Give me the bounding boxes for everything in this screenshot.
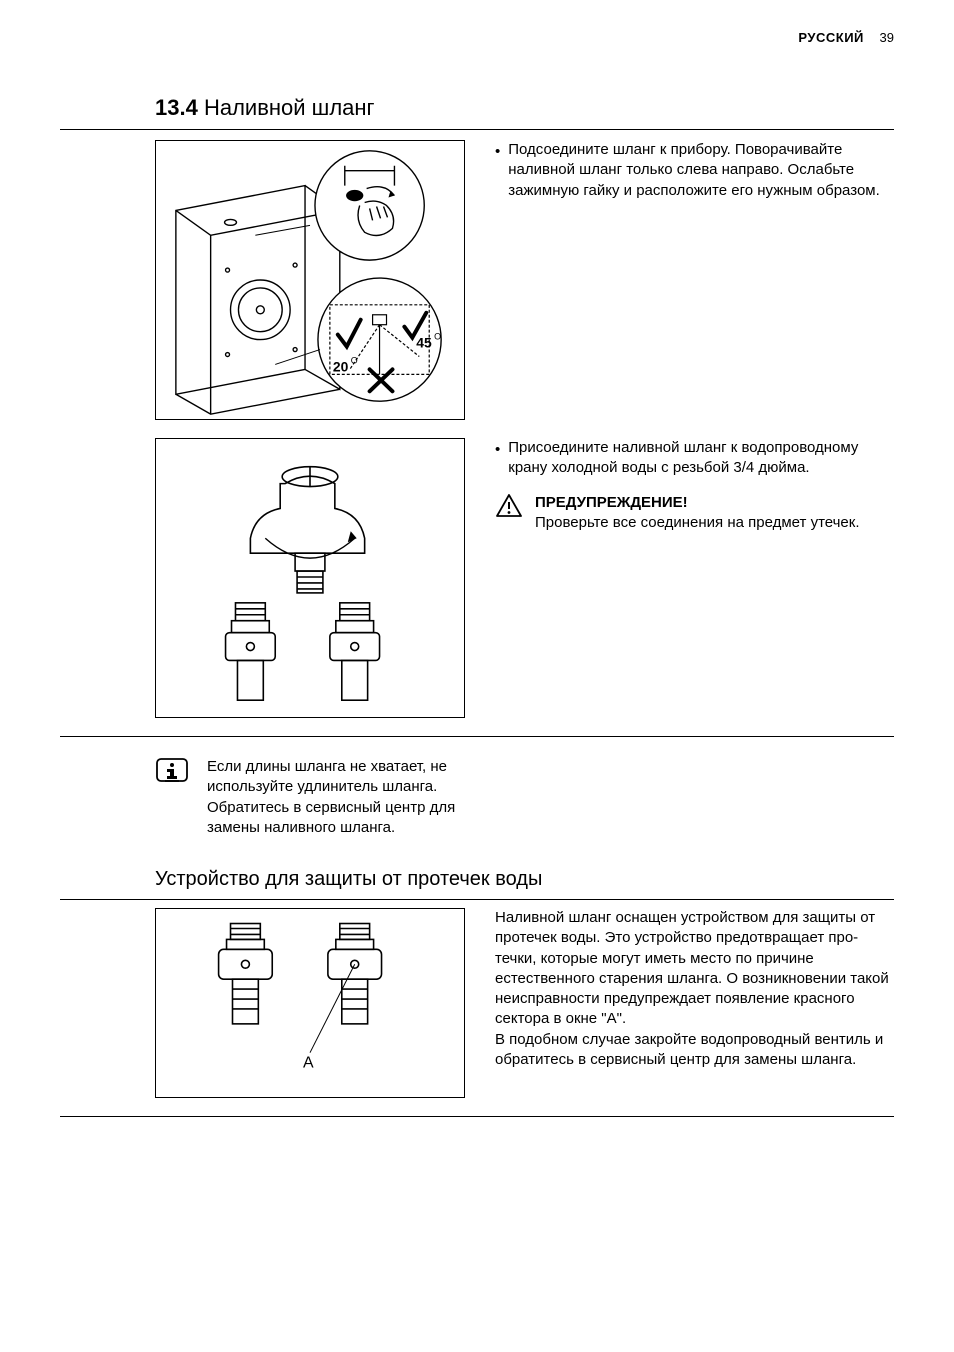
- bullet-dot: •: [495, 438, 500, 460]
- header-page-number: 39: [880, 30, 894, 45]
- step-1-row: 20 O 45 O • Подсоедините шланг к прибору…: [60, 140, 894, 420]
- subsection-title: Устройство для защиты от протечек воды: [60, 868, 894, 891]
- divider: [60, 1116, 894, 1117]
- step-1-text: Подсоедините шланг к прибору. По­ворачив…: [508, 140, 894, 201]
- step-2-bullet: • Присоедините наливной шланг к во­допро…: [495, 438, 894, 479]
- warning-icon: [495, 493, 523, 519]
- figure-3-label-a: A: [303, 1055, 314, 1072]
- step-2-text-col: • Присоедините наливной шланг к во­допро…: [495, 438, 894, 533]
- bullet-dot: •: [495, 140, 500, 162]
- step-2-text: Присоедините наливной шланг к во­допрово…: [508, 438, 894, 479]
- warning-text-block: ПРЕДУПРЕЖДЕНИЕ! Проверьте все соединения…: [535, 493, 860, 534]
- info-note: Если длины шланга не хватает, не использ…: [60, 757, 894, 838]
- figure-1: 20 O 45 O: [155, 140, 465, 420]
- section-title: 13.4 Наливной шланг: [60, 95, 894, 121]
- header-language: РУССКИЙ: [798, 30, 864, 45]
- fig1-angle-45: 45: [416, 335, 432, 351]
- figure-1-container: 20 O 45 O: [155, 140, 475, 420]
- divider: [60, 899, 894, 900]
- protection-text: Наливной шланг оснащен устрой­ством для …: [495, 908, 894, 1070]
- warning-title: ПРЕДУПРЕЖДЕНИЕ!: [535, 493, 860, 513]
- info-icon: [155, 757, 189, 787]
- figure-2-container: [155, 438, 475, 718]
- section-heading: Наливной шланг: [204, 95, 375, 120]
- divider: [60, 129, 894, 130]
- svg-text:O: O: [434, 332, 441, 342]
- info-text: Если длины шланга не хватает, не использ…: [207, 757, 477, 838]
- figure-2: [155, 438, 465, 718]
- step-1-text-col: • Подсоедините шланг к прибору. По­ворач…: [495, 140, 894, 211]
- warning-block: ПРЕДУПРЕЖДЕНИЕ! Проверьте все соединения…: [495, 493, 894, 534]
- step-1-bullet: • Подсоедините шланг к прибору. По­ворач…: [495, 140, 894, 201]
- section-number: 13.4: [155, 95, 198, 120]
- figure-3-container: A: [155, 908, 475, 1098]
- step-2-row: • Присоедините наливной шланг к во­допро…: [60, 438, 894, 718]
- figure-3: A: [155, 908, 465, 1098]
- divider: [60, 736, 894, 737]
- protection-row: A Наливной шланг оснащен устрой­ством дл…: [60, 908, 894, 1098]
- warning-text: Проверьте все соединения на предмет утеч…: [535, 513, 860, 533]
- protection-text-col: Наливной шланг оснащен устрой­ством для …: [495, 908, 894, 1070]
- svg-text:O: O: [351, 355, 358, 365]
- page-header: РУССКИЙ 39: [60, 30, 894, 45]
- fig1-angle-20: 20: [333, 358, 349, 374]
